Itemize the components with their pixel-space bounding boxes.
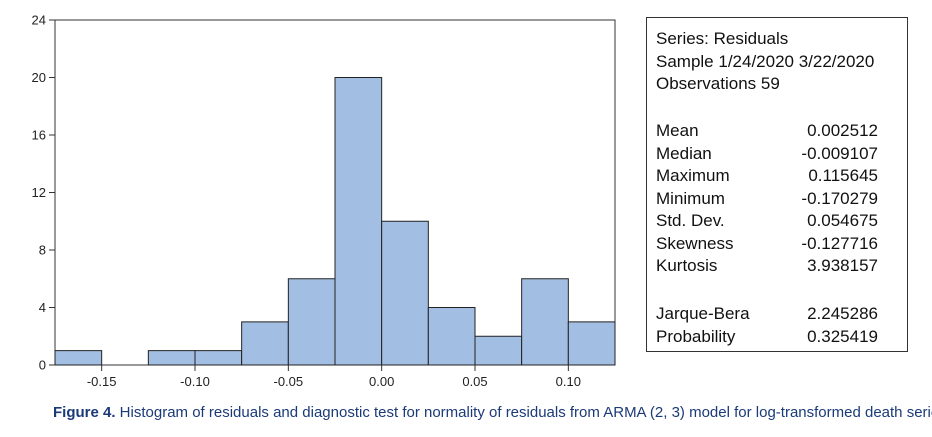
figure-caption: Figure 4. Histogram of residuals and dia…	[53, 404, 932, 421]
histogram-bar	[194, 350, 243, 366]
y-tick-label: 12	[32, 185, 46, 200]
stat-row-std-dev: Std. Dev. 0.054675	[656, 210, 878, 233]
histogram-bar	[381, 220, 429, 366]
stat-value: 3.938157	[807, 256, 878, 275]
stat-row-jarque-bera: Jarque-Bera 2.245286	[656, 303, 878, 326]
stat-value: -0.009107	[801, 143, 878, 163]
y-tick-label: 24	[32, 13, 46, 28]
y-tick-label: 20	[32, 70, 46, 85]
x-tick-label: 0.05	[462, 374, 487, 389]
sample-range: Sample 1/24/2020 3/22/2020	[656, 51, 875, 71]
stat-value: 0.325419	[807, 326, 878, 346]
stat-row-median: Median -0.009107	[656, 143, 878, 166]
stat-label: Std. Dev.	[656, 211, 725, 230]
stat-row-probability: Probability 0.325419	[656, 326, 878, 349]
x-tick-label: -0.15	[87, 374, 117, 389]
stat-value: 0.115645	[808, 166, 878, 185]
stat-row-minimum: Minimum -0.170279	[656, 188, 878, 211]
y-tick-label: 8	[39, 243, 46, 258]
y-tick-label: 0	[39, 358, 46, 373]
histogram-bars	[54, 77, 616, 366]
histogram-bar	[54, 350, 103, 366]
normality-test-table: Jarque-Bera 2.245286 Probability 0.325419	[656, 303, 878, 348]
x-tick-label: 0.10	[556, 374, 581, 389]
caption-text: Histogram of residuals and diagnostic te…	[115, 404, 932, 421]
figure-label: Figure 4.	[53, 404, 116, 421]
descriptive-stats-box: Series: Residuals Sample 1/24/2020 3/22/…	[646, 17, 908, 352]
x-tick-label: 0.00	[369, 374, 394, 389]
stat-label: Kurtosis	[656, 256, 718, 275]
x-tick-label: -0.10	[180, 374, 210, 389]
stat-label: Skewness	[656, 233, 734, 253]
y-axis: 0 4 8 12 16 20 24	[32, 13, 55, 373]
stat-value: 2.245286	[807, 304, 878, 323]
stats-table: Mean 0.002512 Median -0.009107 Maximum 0.11…	[656, 120, 878, 278]
series-name: Series: Residuals	[656, 29, 789, 48]
x-tick-label: -0.05	[274, 374, 304, 389]
stat-value: -0.170279	[801, 188, 878, 208]
stat-row-skewness: Skewness -0.127716	[656, 233, 878, 256]
stat-value: -0.127716	[801, 233, 878, 253]
x-axis: -0.15 -0.10 -0.05 0.00 0.05 0.10	[87, 365, 581, 389]
stat-label: Mean	[656, 121, 699, 140]
histogram-bar	[521, 278, 569, 366]
histogram-chart: 0 4 8 12 16 20 24 -0.15 -0.10 -0.05 0.00 0.05 0.10	[32, 13, 616, 389]
histogram-bar	[241, 321, 289, 366]
observations-count: Observations 59	[656, 74, 780, 93]
y-tick-label: 16	[32, 128, 46, 143]
histogram-bar	[334, 77, 383, 366]
stat-label: Probability	[656, 326, 736, 346]
histogram-bar	[427, 307, 476, 366]
stat-row-kurtosis: Kurtosis 3.938157	[656, 255, 878, 278]
stat-label: Maximum	[656, 166, 730, 185]
histogram-bar	[147, 350, 196, 366]
stat-label: Minimum	[656, 188, 725, 208]
stat-row-maximum: Maximum 0.115645	[656, 165, 878, 188]
histogram-bar	[287, 278, 336, 366]
stats-header: Series: Residuals Sample 1/24/2020 3/22/…	[656, 28, 874, 96]
stat-value: 0.002512	[807, 121, 878, 140]
y-tick-label: 4	[39, 300, 46, 315]
histogram-bar	[567, 321, 616, 366]
stat-label: Median	[656, 143, 712, 163]
stat-value: 0.054675	[807, 211, 878, 230]
stat-label: Jarque-Bera	[656, 304, 750, 323]
histogram-bar	[474, 335, 523, 366]
stat-row-mean: Mean 0.002512	[656, 120, 878, 143]
